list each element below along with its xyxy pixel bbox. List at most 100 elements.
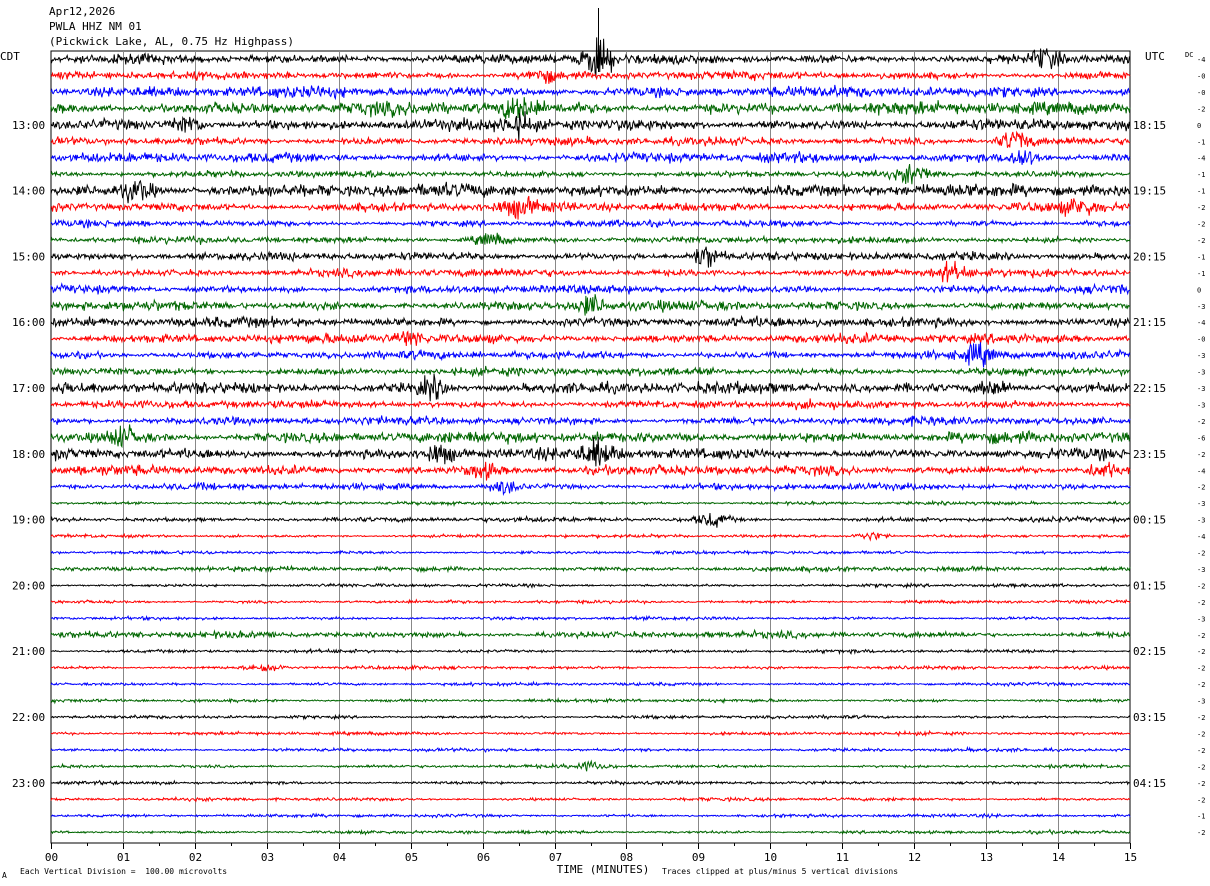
trace-line bbox=[50, 414, 1131, 427]
right-time-label: 18:15 bbox=[1133, 119, 1166, 132]
dc-offset-label: -2 bbox=[1197, 221, 1205, 229]
x-tick-label: 08 bbox=[620, 851, 633, 864]
right-time-label: 19:15 bbox=[1133, 185, 1166, 198]
x-tick-label: 07 bbox=[549, 851, 562, 864]
trace-line bbox=[50, 828, 1131, 836]
trace-line bbox=[50, 314, 1131, 330]
right-time-label: 01:15 bbox=[1133, 579, 1166, 592]
left-time-label: 14:00 bbox=[12, 185, 45, 198]
right-time-label: 23:15 bbox=[1133, 448, 1166, 461]
trace-line bbox=[50, 217, 1131, 229]
dc-offset-label: -1 bbox=[1197, 270, 1205, 278]
dc-offset-label: -2 bbox=[1197, 484, 1205, 492]
trace-line bbox=[50, 97, 1131, 120]
right-time-label: 20:15 bbox=[1133, 250, 1166, 263]
x-tick-label: 04 bbox=[333, 851, 347, 864]
clip-note: Traces clipped at plus/minus 5 vertical … bbox=[662, 867, 899, 876]
trace-line bbox=[50, 598, 1131, 605]
dc-offset-label: -3 bbox=[1197, 517, 1205, 525]
x-tick-label: 10 bbox=[764, 851, 777, 864]
x-tick-label: 13 bbox=[980, 851, 993, 864]
trace-line bbox=[50, 373, 1131, 402]
dc-offset-label: -3 bbox=[1197, 352, 1205, 360]
trace-line bbox=[50, 729, 1131, 738]
dc-offset-label: -2 bbox=[1197, 204, 1205, 212]
dc-offset-label: -2 bbox=[1197, 550, 1205, 558]
dc-offset-label: -0 bbox=[1197, 89, 1205, 97]
corner-mark: A bbox=[2, 871, 7, 880]
trace-line bbox=[50, 111, 1131, 141]
chart-location: (Pickwick Lake, AL, 0.75 Hz Highpass) bbox=[49, 35, 295, 48]
right-time-label: 21:15 bbox=[1133, 316, 1166, 329]
x-tick-label: 00 bbox=[45, 851, 58, 864]
dc-offset-label: -4 bbox=[1197, 56, 1205, 64]
dc-offset-label: 0 bbox=[1197, 122, 1201, 130]
dc-offset-label: -2 bbox=[1197, 730, 1205, 738]
trace-line bbox=[50, 179, 1131, 204]
x-tick-label: 15 bbox=[1124, 851, 1137, 864]
trace-line bbox=[50, 163, 1131, 185]
trace-line bbox=[50, 549, 1131, 556]
left-time-label: 19:00 bbox=[12, 514, 45, 527]
trace-line bbox=[50, 294, 1131, 316]
trace-line bbox=[50, 697, 1131, 705]
dc-offset-label: -3 bbox=[1197, 615, 1205, 623]
trace-line bbox=[50, 663, 1131, 672]
trace-line bbox=[50, 37, 1131, 78]
dc-offset-label: -2 bbox=[1197, 582, 1205, 590]
dc-offset-label: -2 bbox=[1197, 418, 1205, 426]
right-time-label: 22:15 bbox=[1133, 382, 1166, 395]
trace-line bbox=[50, 330, 1131, 347]
dc-offset-label: -2 bbox=[1197, 829, 1205, 837]
trace-line bbox=[50, 713, 1131, 721]
trace-line bbox=[50, 150, 1131, 165]
x-tick-label: 02 bbox=[189, 851, 202, 864]
dc-offset-label: -2 bbox=[1197, 237, 1205, 245]
dc-offset-label: -1 bbox=[1197, 138, 1205, 146]
trace-line bbox=[50, 581, 1131, 590]
trace-line bbox=[50, 260, 1131, 283]
left-time-label: 21:00 bbox=[12, 645, 45, 658]
left-time-label: 20:00 bbox=[12, 579, 45, 592]
trace-line bbox=[50, 365, 1131, 378]
dc-offset-label: -2 bbox=[1197, 105, 1205, 113]
right-time-label: 04:15 bbox=[1133, 777, 1166, 790]
trace-line bbox=[50, 759, 1131, 772]
trace-line bbox=[50, 745, 1131, 754]
left-time-label: 17:00 bbox=[12, 382, 45, 395]
x-tick-label: 14 bbox=[1052, 851, 1066, 864]
trace-line bbox=[50, 647, 1131, 656]
left-time-label: 15:00 bbox=[12, 250, 45, 263]
dc-offset-label: -3 bbox=[1197, 385, 1205, 393]
dc-offset-label: -3 bbox=[1197, 303, 1205, 311]
dc-offset-label: -1 bbox=[1197, 813, 1205, 821]
trace-line bbox=[50, 614, 1131, 622]
trace-line bbox=[50, 195, 1131, 220]
dc-offset-label: -1 bbox=[1197, 171, 1205, 179]
trace-line bbox=[50, 424, 1131, 449]
x-axis-label: TIME (MINUTES) bbox=[557, 863, 650, 876]
x-tick-label: 12 bbox=[908, 851, 921, 864]
dc-offset-label: -2 bbox=[1197, 451, 1205, 459]
dc-offset-label: -3 bbox=[1197, 566, 1205, 574]
left-time-label: 23:00 bbox=[12, 777, 45, 790]
dc-offset-label: -3 bbox=[1197, 369, 1205, 377]
dc-offset-label: -3 bbox=[1197, 401, 1205, 409]
x-tick-label: 06 bbox=[477, 851, 490, 864]
trace-line bbox=[50, 795, 1131, 803]
trace-line bbox=[50, 342, 1131, 368]
dc-offset-label: -3 bbox=[1197, 500, 1205, 508]
dc-offset-label: -4 bbox=[1197, 319, 1205, 327]
trace-line bbox=[50, 84, 1131, 101]
dc-offset-label: -1 bbox=[1197, 188, 1205, 196]
dc-offset-label: -2 bbox=[1197, 763, 1205, 771]
trace-line bbox=[50, 812, 1131, 820]
right-time-label: 03:15 bbox=[1133, 711, 1166, 724]
trace-line bbox=[50, 531, 1131, 542]
dc-offset-label: -4 bbox=[1197, 155, 1205, 163]
dc-offset-label: -2 bbox=[1197, 599, 1205, 607]
dc-offset-label: -6 bbox=[1197, 434, 1205, 442]
x-tick-label: 05 bbox=[405, 851, 418, 864]
left-time-label: 22:00 bbox=[12, 711, 45, 724]
right-time-label: 02:15 bbox=[1133, 645, 1166, 658]
